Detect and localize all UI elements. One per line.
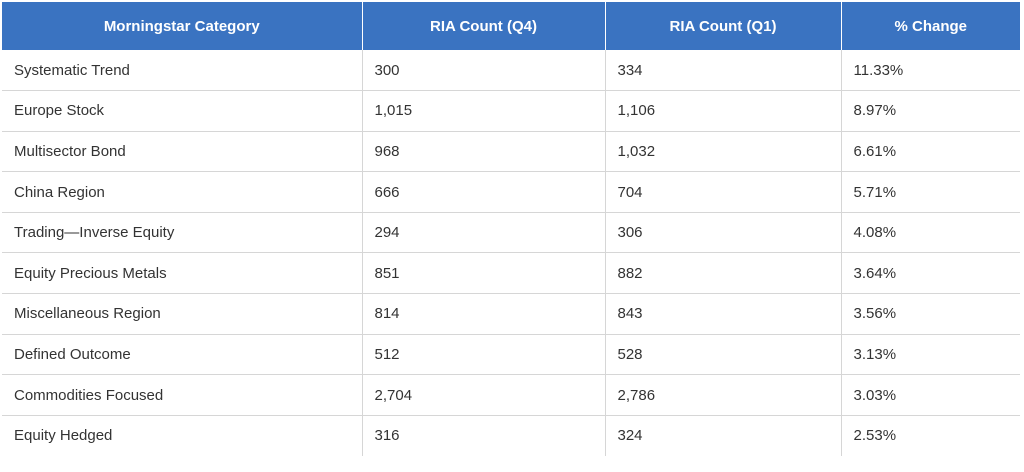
cell-ria-count-q1: 1,106 (605, 90, 842, 132)
table-row: Equity Precious Metals 851 882 3.64% (2, 252, 1020, 295)
cell-percent-change: 2.53% (853, 427, 897, 445)
cell-category: Europe Stock (2, 90, 363, 132)
cell-category: Commodities Focused (2, 374, 363, 416)
cell-ria-count-q4: 666 (362, 171, 606, 213)
cell-percent-change: 3.64% (841, 252, 1020, 295)
cell-ria-count-q4: 294 (362, 212, 606, 254)
cell-ria-count-q1: 2,786 (605, 374, 842, 416)
cell-category: Defined Outcome (2, 334, 363, 376)
table-row: Equity Hedged 316 324 2.53% (2, 415, 1020, 456)
table-row: Systematic Trend 300 334 11.33% (2, 50, 1020, 92)
header-morningstar-category[interactable]: Morningstar Category (2, 2, 363, 50)
cell-ria-count-q1: 1,032 (605, 131, 842, 173)
cell-ria-count-q1: 704 (605, 171, 842, 213)
cell-category: Systematic Trend (2, 50, 363, 92)
cell-ria-count-q4: 512 (362, 334, 606, 376)
table-row: Miscellaneous Region 814 843 3.56% (2, 293, 1020, 335)
cell-category: Multisector Bond (2, 131, 363, 173)
table-row: Trading—Inverse Equity 294 306 4.08% (2, 212, 1020, 254)
table-row: Europe Stock 1,015 1,106 8.97% (2, 90, 1020, 132)
cell-category: China Region (2, 171, 363, 213)
cell-category: Trading—Inverse Equity (2, 212, 363, 254)
ria-category-table: Morningstar Category RIA Count (Q4) RIA … (2, 2, 1020, 456)
header-ria-count-q4[interactable]: RIA Count (Q4) (362, 2, 606, 50)
cell-percent-change: 11.33% (841, 50, 1020, 92)
cell-percent-change: 6.61% (841, 131, 1020, 173)
cell-category: Miscellaneous Region (2, 293, 363, 335)
header-ria-count-q1[interactable]: RIA Count (Q1) (605, 2, 842, 50)
cell-percent-change: 3.03% (841, 374, 1020, 416)
cell-percent-change: 3.13% (841, 334, 1020, 376)
cell-ria-count-q4: 316 (362, 415, 606, 456)
cell-ria-count-q1: 882 (605, 252, 842, 295)
cell-ria-count-q1: 324 (605, 415, 842, 456)
cell-ria-count-q4: 814 (362, 293, 606, 335)
cell-ria-count-q4: 2,704 (362, 374, 606, 416)
cell-ria-count-q1: 334 (605, 50, 842, 92)
cell-ria-count-q4: 968 (362, 131, 606, 173)
cell-ria-count-q1: 528 (605, 334, 842, 376)
cell-category: Equity Precious Metals (2, 252, 363, 295)
cell-ria-count-q4: 851 (362, 252, 606, 295)
cell-ria-count-q1: 306 (605, 212, 842, 254)
cell-ria-count-q1: 843 (605, 293, 842, 335)
cell-category: Equity Hedged (2, 415, 363, 456)
ria-category-table-container: Morningstar Category RIA Count (Q4) RIA … (2, 2, 1020, 456)
cell-ria-count-q4: 1,015 (362, 90, 606, 132)
table-header-row: Morningstar Category RIA Count (Q4) RIA … (2, 2, 1020, 50)
cell-percent-change: 8.97% (841, 90, 1020, 132)
cell-percent-change: 4.08% (841, 212, 1020, 254)
table-row: Commodities Focused 2,704 2,786 3.03% (2, 374, 1020, 416)
cell-ria-count-q4: 300 (362, 50, 606, 92)
table-row: China Region 666 704 5.71% (2, 171, 1020, 213)
cell-percent-change: 3.56% (841, 293, 1020, 335)
table-row: Defined Outcome 512 528 3.13% (2, 334, 1020, 376)
header-percent-change[interactable]: % Change (841, 2, 1020, 50)
table-row: Multisector Bond 968 1,032 6.61% (2, 131, 1020, 173)
cell-percent-change: 5.71% (841, 171, 1020, 213)
